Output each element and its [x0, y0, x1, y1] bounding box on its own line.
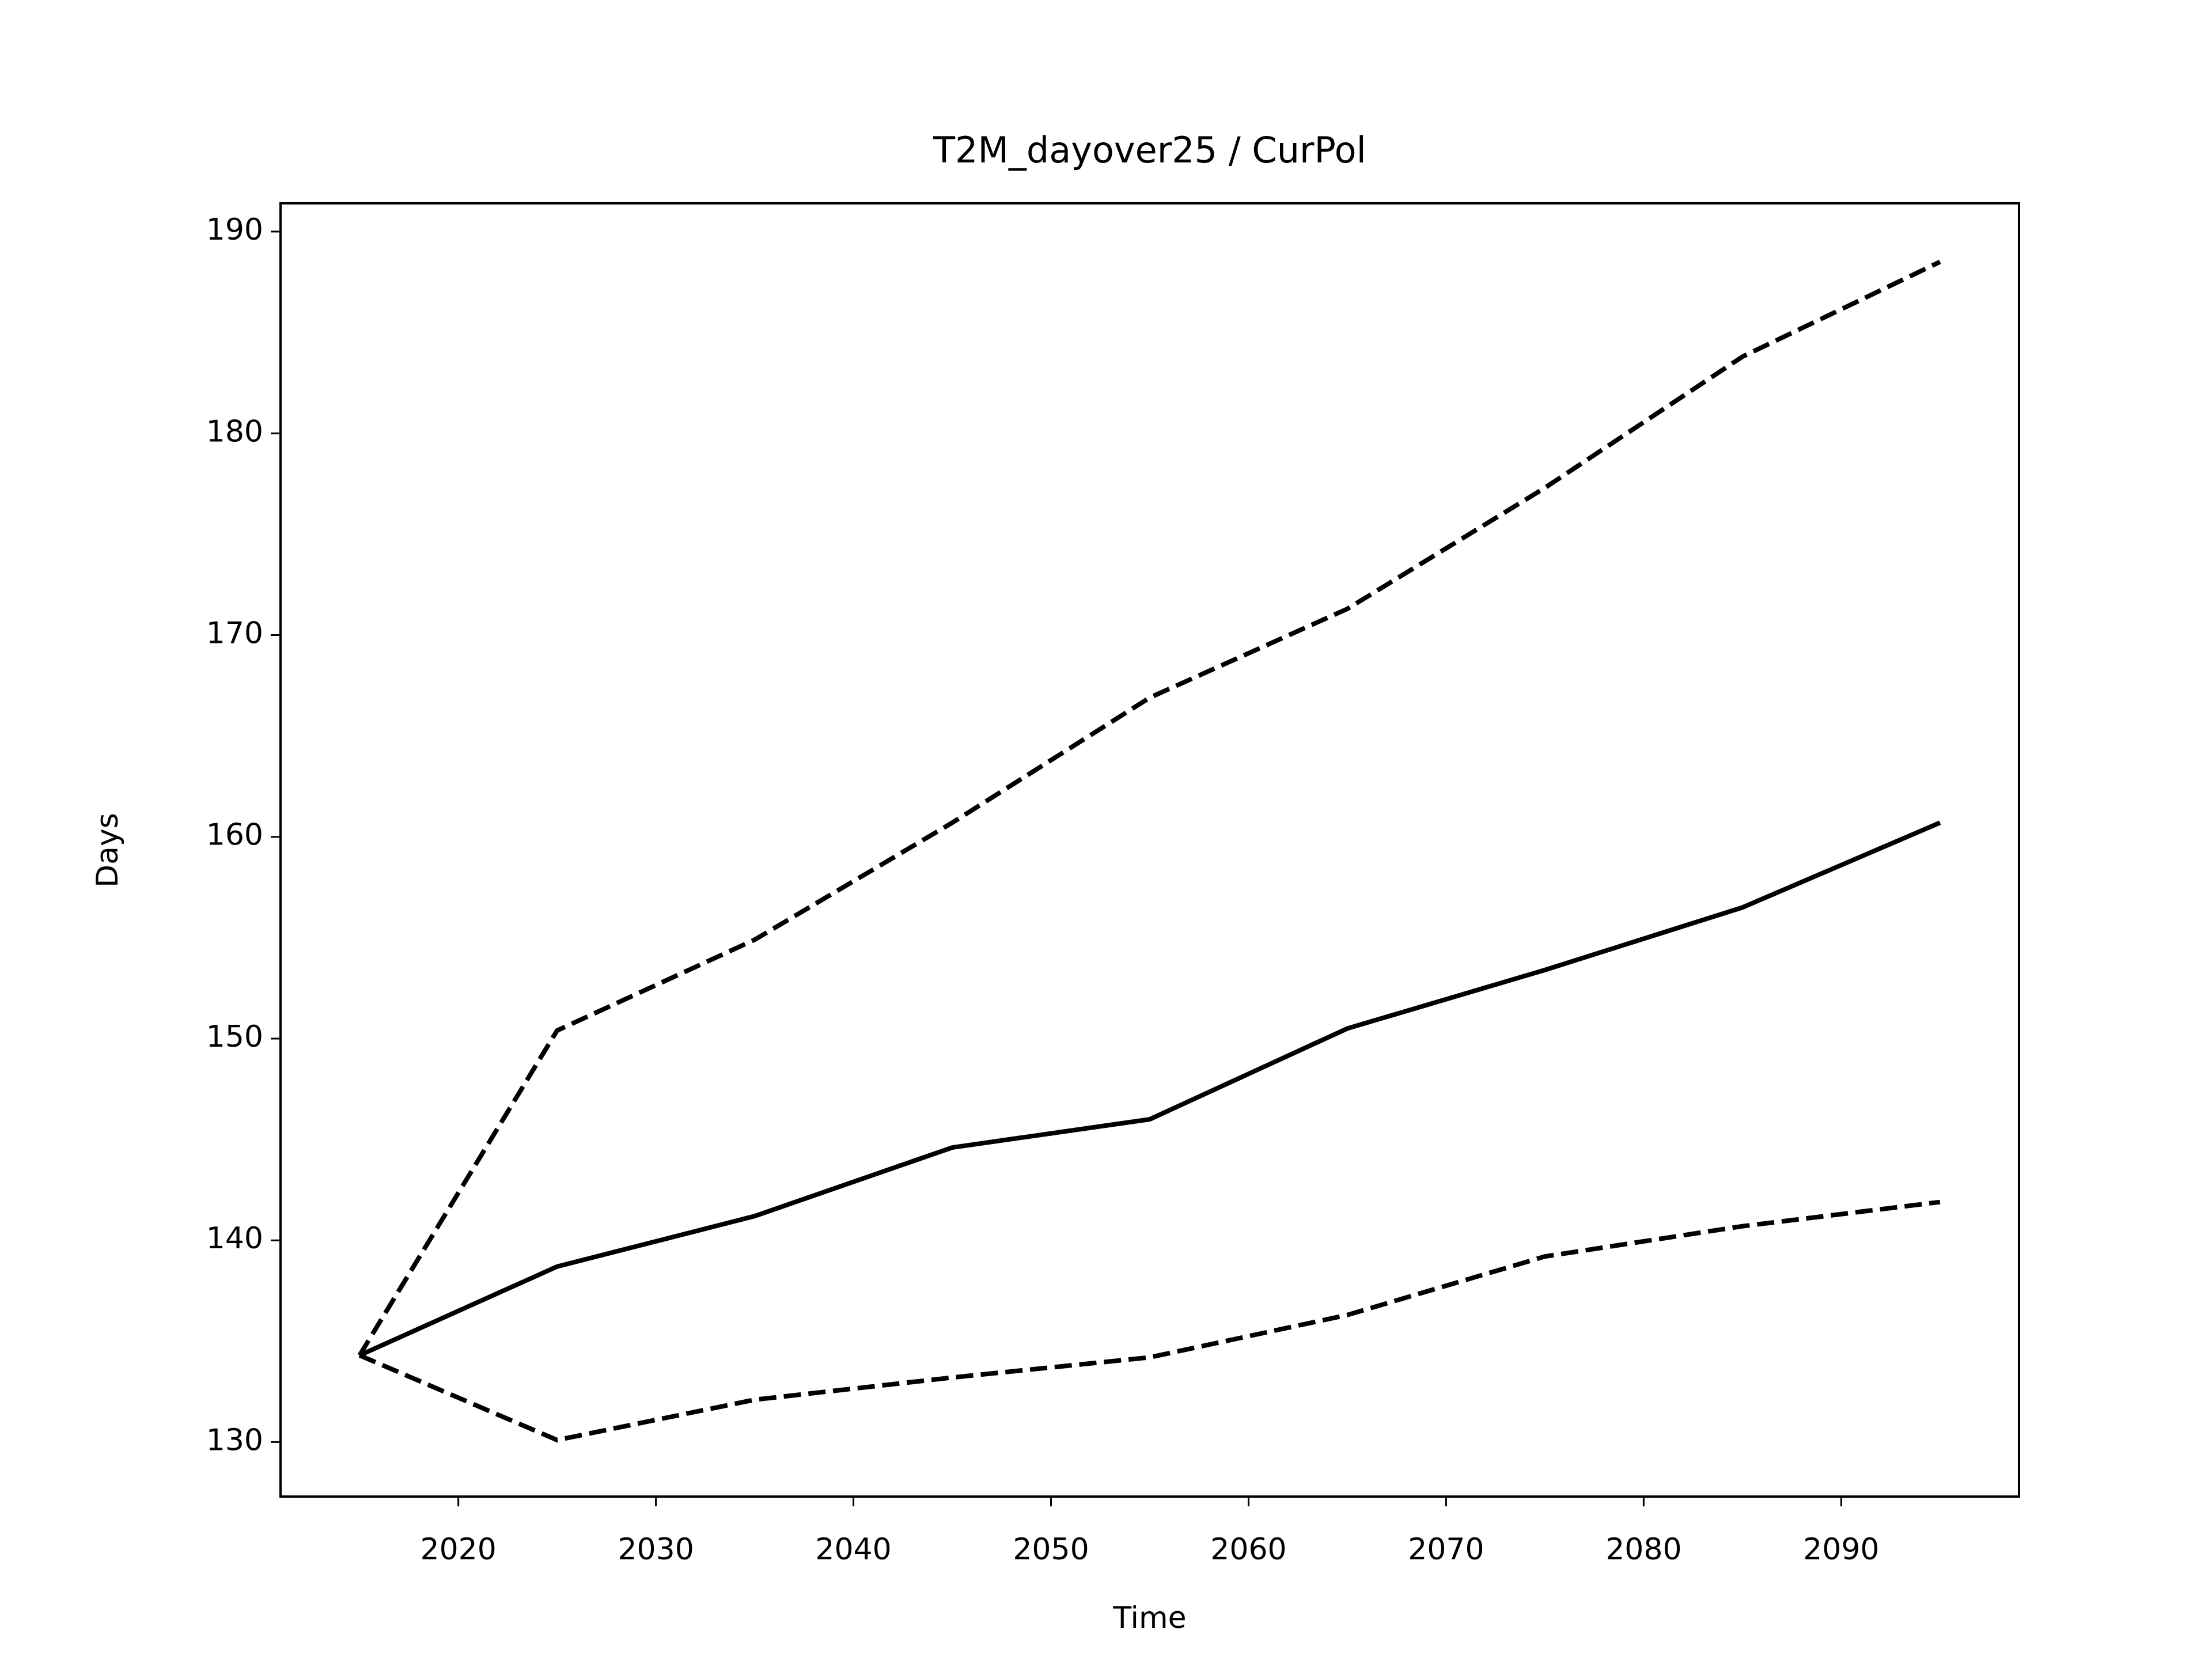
y-tick-label: 150 [206, 1020, 263, 1054]
x-tick-label: 2040 [815, 1532, 891, 1567]
y-tick-label: 190 [206, 213, 263, 247]
y-tick-label: 180 [206, 414, 263, 449]
plot-frame [279, 202, 2020, 1498]
y-tick-label: 140 [206, 1221, 263, 1256]
x-tick-label: 2050 [1013, 1532, 1089, 1567]
y-tick-label: 160 [206, 818, 263, 853]
x-tick-label: 2070 [1408, 1532, 1484, 1567]
chart-title: T2M_dayover25 / CurPol [933, 129, 1366, 171]
y-tick-label: 130 [206, 1423, 263, 1457]
line-series [357, 259, 1941, 1357]
x-tick-label: 2030 [618, 1532, 694, 1567]
y-tick-label: 170 [206, 616, 263, 651]
x-axis-label: Time [1112, 1601, 1186, 1635]
line-series [358, 1199, 1941, 1443]
x-tick-label: 2080 [1605, 1532, 1681, 1567]
y-axis-label: Days [90, 813, 125, 888]
x-tick-label: 2060 [1210, 1532, 1286, 1567]
x-tick-label: 2020 [420, 1532, 496, 1567]
line-series [358, 820, 1941, 1358]
x-tick-label: 2090 [1803, 1532, 1879, 1567]
